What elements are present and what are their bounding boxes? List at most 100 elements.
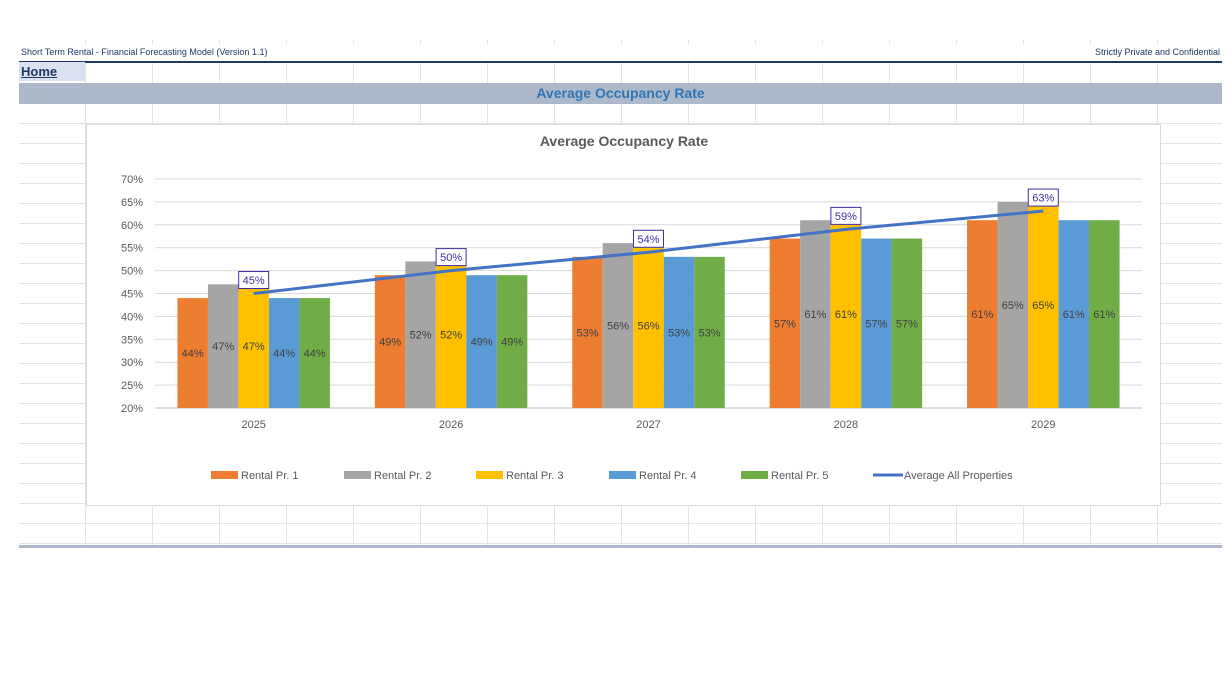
- y-tick-label: 45%: [121, 289, 143, 301]
- x-tick-label: 2025: [241, 419, 265, 431]
- average-data-label: 54%: [637, 234, 659, 246]
- document-title: Short Term Rental - Financial Forecastin…: [21, 47, 268, 57]
- average-label-box: [435, 248, 467, 267]
- bottom-rule: [19, 545, 1222, 548]
- y-tick-label: 55%: [121, 243, 143, 255]
- y-tick-label: 20%: [121, 403, 143, 415]
- bar-data-label: 61%: [804, 309, 826, 321]
- bar-rental-3: [1028, 201, 1059, 408]
- bar-rental-2: [602, 243, 634, 408]
- bar-data-label: 44%: [273, 348, 295, 360]
- banner-title: Average Occupancy Rate: [536, 85, 705, 101]
- bar-rental-4: [861, 238, 892, 408]
- bar-data-label: 61%: [1063, 309, 1085, 321]
- bar-data-label: 65%: [1032, 300, 1054, 312]
- bar-data-label: 52%: [410, 330, 432, 342]
- average-data-label: 50%: [440, 252, 462, 264]
- bar-data-label: 53%: [576, 327, 598, 339]
- bar-data-label: 61%: [835, 309, 857, 321]
- legend-swatch: [609, 471, 636, 479]
- chart-canvas: Average Occupancy Rate 20% 25% 30% 35% 40% 45%…: [121, 133, 1142, 482]
- x-tick-label: 2029: [1031, 419, 1055, 431]
- bar-rental-5: [891, 238, 923, 408]
- legend-label: Rental Pr. 3: [506, 470, 563, 482]
- average-line: [253, 209, 1044, 295]
- bar-rental-1: [177, 298, 208, 408]
- bar-data-label: 47%: [212, 341, 234, 353]
- average-data-label: 63%: [1032, 193, 1054, 205]
- bar-rental-1: [769, 238, 801, 408]
- confidential-note: Strictly Private and Confidential: [1094, 47, 1220, 57]
- legend-label: Rental Pr. 5: [771, 470, 828, 482]
- bar-data-label: 47%: [243, 341, 265, 353]
- y-tick-label: 70%: [121, 174, 143, 186]
- home-link[interactable]: Home: [21, 64, 58, 79]
- legend-label: Rental Pr. 2: [374, 470, 431, 482]
- legend-label: Rental Pr. 1: [241, 470, 298, 482]
- legend-swatch: [211, 471, 238, 479]
- bar-data-label: 57%: [865, 318, 887, 330]
- bar-rental-4: [1058, 220, 1090, 408]
- grid-row-line: [19, 523, 1222, 524]
- bar-rental-1: [572, 256, 603, 408]
- bar-rental-5: [1089, 220, 1120, 408]
- bar-data-label: 52%: [440, 330, 462, 342]
- average-data-label: 59%: [835, 211, 857, 223]
- x-tick-label: 2026: [439, 419, 463, 431]
- chart-title: Average Occupancy Rate: [540, 133, 709, 149]
- average-label-box: [1027, 188, 1059, 207]
- bar-rental-5: [299, 298, 330, 408]
- bar-rental-3: [238, 284, 269, 408]
- y-tick-label: 40%: [121, 311, 143, 323]
- average-label-box: [238, 271, 270, 289]
- bar-data-label: 56%: [637, 321, 659, 333]
- average-label-box: [633, 229, 664, 248]
- bar-data-label: 57%: [896, 318, 918, 330]
- bar-data-label: 61%: [1093, 309, 1115, 321]
- bar-data-label: 56%: [607, 321, 629, 333]
- bar-rental-4: [268, 298, 300, 408]
- bar-rental-2: [997, 201, 1029, 408]
- legend-label: Average All Properties: [904, 470, 1013, 482]
- x-tick-label: 2028: [834, 419, 858, 431]
- occupancy-chart[interactable]: Average Occupancy Rate 20% 25% 30% 35% 40% 45%…: [86, 124, 1161, 506]
- average-data-label: 45%: [243, 275, 265, 287]
- y-tick-label: 30%: [121, 357, 143, 369]
- bar-rental-1: [374, 275, 406, 408]
- bar-rental-5: [496, 275, 528, 408]
- bar-data-label: 44%: [304, 348, 326, 360]
- y-tick-label: 50%: [121, 266, 143, 278]
- y-tick-label: 35%: [121, 334, 143, 346]
- legend-swatch: [476, 471, 503, 479]
- legend-swatch: [741, 471, 768, 479]
- bar-rental-2: [800, 220, 831, 408]
- bar-rental-2: [207, 284, 239, 408]
- bar-data-label: 53%: [698, 327, 720, 339]
- bar-rental-5: [694, 256, 725, 408]
- bar-rental-3: [633, 243, 664, 408]
- bar-rental-4: [663, 256, 695, 408]
- bar-rental-1: [967, 220, 998, 408]
- home-cell[interactable]: Home: [19, 62, 85, 81]
- bar-rental-2: [405, 261, 436, 408]
- bar-data-label: 44%: [182, 348, 204, 360]
- y-tick-label: 60%: [121, 220, 143, 232]
- header-row: Short Term Rental - Financial Forecastin…: [19, 44, 1222, 63]
- grid-row-line: [19, 123, 1222, 124]
- bar-rental-3: [435, 261, 467, 408]
- bar-data-label: 57%: [774, 318, 796, 330]
- y-tick-label: 25%: [121, 380, 143, 392]
- x-tick-label: 2027: [636, 419, 660, 431]
- bar-data-label: 65%: [1002, 300, 1024, 312]
- grid-column-line: [85, 40, 86, 548]
- bar-data-label: 53%: [668, 327, 690, 339]
- bar-rental-4: [466, 275, 497, 408]
- section-banner: Average Occupancy Rate: [19, 83, 1222, 104]
- y-tick-label: 65%: [121, 197, 143, 209]
- grid-row-line: [19, 543, 1222, 544]
- bar-data-label: 49%: [471, 337, 493, 349]
- bar-data-label: 49%: [501, 337, 523, 349]
- bar-data-label: 61%: [971, 309, 993, 321]
- legend-label: Rental Pr. 4: [639, 470, 696, 482]
